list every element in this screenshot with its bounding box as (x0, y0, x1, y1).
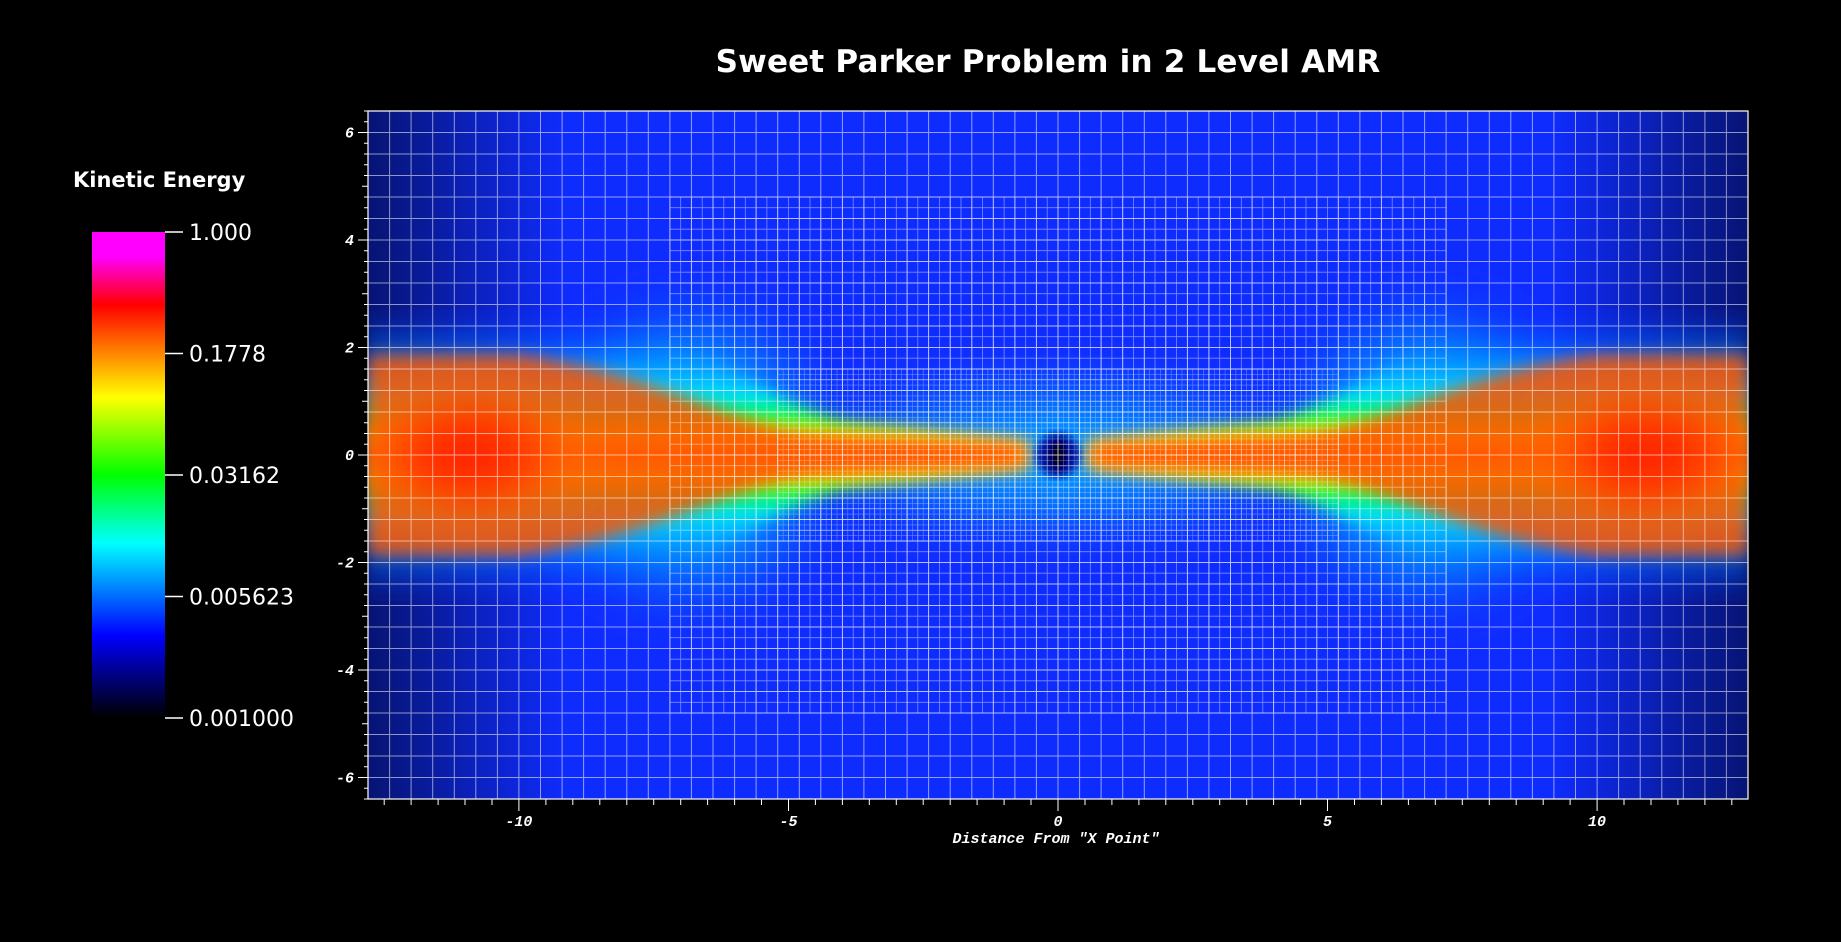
colorbar-tick-label: 0.03162 (189, 464, 280, 489)
grid-lines (669, 196, 1447, 714)
x-axis-label: Distance From "X Point" (952, 831, 1159, 848)
amr-level-3 (777, 368, 1339, 542)
amr-level-2 (669, 196, 1447, 714)
x-tick-label: -5 (779, 814, 797, 831)
colorbar-tick-label: 0.005623 (189, 586, 294, 611)
x-tick-label: 0 (1053, 814, 1062, 831)
colorbar-ticks: 1.000 0.1778 0.03162 0.005623 0.001000 (165, 221, 294, 732)
x-tick-label: 5 (1323, 814, 1332, 831)
x-tick-label: -10 (505, 814, 532, 831)
y-tick-label: -2 (336, 556, 354, 573)
colorbar (92, 232, 165, 718)
amr-grid (368, 111, 1748, 799)
colorbar-title: Kinetic Energy (73, 168, 246, 192)
grid-lines (777, 368, 1339, 542)
grid-lines (368, 111, 1748, 799)
y-tick-label: 6 (345, 126, 354, 143)
y-tick-label: 2 (345, 341, 354, 358)
colorbar-tick-label: 0.001000 (189, 707, 294, 732)
y-tick-label: 4 (345, 233, 354, 250)
axes (358, 110, 1749, 811)
colorbar-tick-label: 1.000 (189, 221, 252, 246)
amr-level-1 (368, 111, 1748, 799)
axis-tick-labels: -10 -5 0 5 10 6 4 2 0 -2 -4 -6 (336, 126, 1606, 832)
y-tick-label: -4 (336, 663, 354, 680)
axis-ticks (358, 110, 1733, 811)
y-tick-label: -6 (336, 771, 354, 788)
colorbar-tick-label: 0.1778 (189, 343, 266, 368)
y-tick-label: 0 (345, 448, 354, 465)
x-tick-label: 10 (1588, 814, 1606, 831)
chart-title: Sweet Parker Problem in 2 Level AMR (715, 44, 1381, 80)
